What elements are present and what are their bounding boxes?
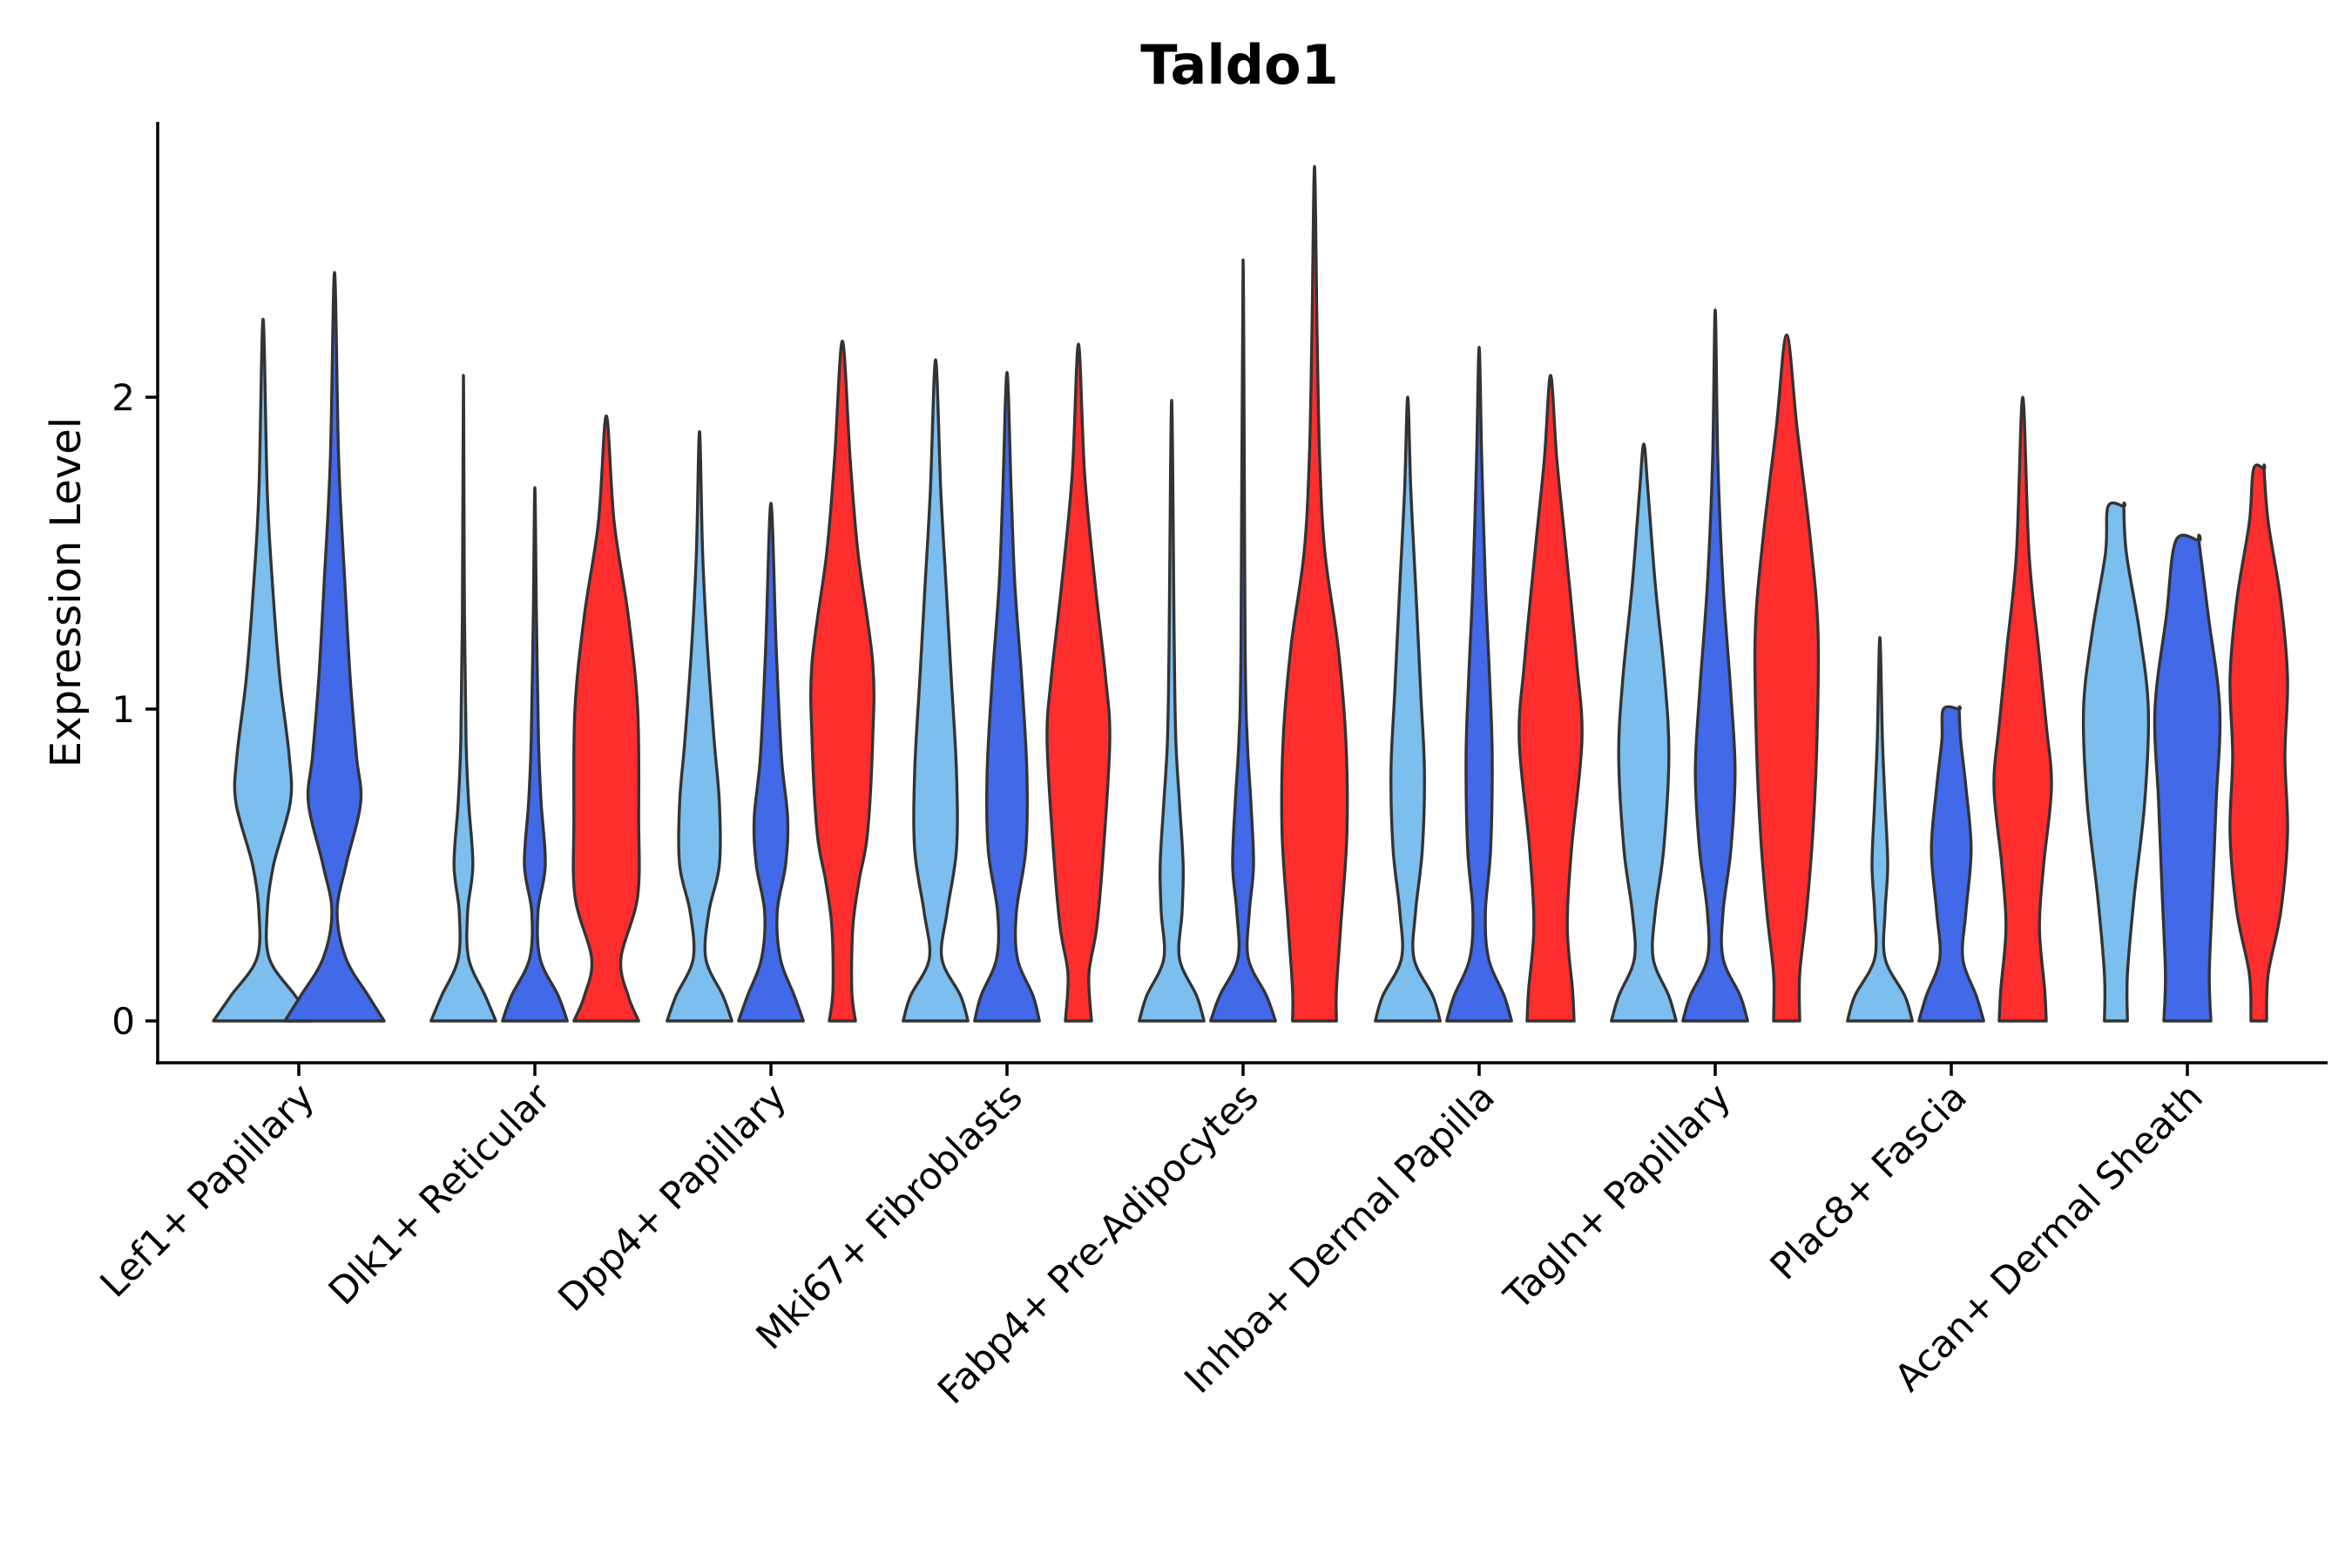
violin-dpp4-papillary-light-blue: [666, 429, 733, 1023]
y-tick-label: 0: [112, 1000, 135, 1043]
y-axis-label: Expression Level: [42, 417, 91, 768]
x-tick-label-dlk1-reticular: Dlk1+ Reticular: [321, 1075, 559, 1314]
y-tick-label: 1: [112, 688, 135, 731]
violin-plac8-fascia-light-blue: [1846, 636, 1914, 1023]
violin-fabp4-pre-adipocytes-red: [1280, 165, 1349, 1023]
violin-tagln-papillary-blue: [1681, 308, 1749, 1023]
x-tick-label-plac8-fascia: Plac8+ Fascia: [1762, 1075, 1976, 1288]
x-tick-label-mki67-fibroblasts: Mki67+ Fibroblasts: [748, 1075, 1031, 1358]
violin-tagln-papillary-red: [1753, 333, 1821, 1023]
x-tick-label-tagln-papillary: Tagln+ Papillary: [1496, 1075, 1740, 1319]
violin-inhba-dermal-papilla-red: [1517, 374, 1584, 1023]
violin-dpp4-papillary-blue: [737, 502, 805, 1023]
violin-lef1-papillary-light-blue: [212, 317, 314, 1023]
violin-fabp4-pre-adipocytes-light-blue: [1138, 398, 1206, 1023]
violin-lef1-papillary-blue: [283, 271, 386, 1023]
violin-inhba-dermal-papilla-light-blue: [1374, 395, 1442, 1023]
violin-mki67-fibroblasts-blue: [973, 370, 1041, 1023]
violin-dpp4-papillary-red: [809, 339, 875, 1023]
chart-title: Taldo1: [1140, 33, 1339, 97]
violin-plac8-fascia-blue: [1917, 705, 1985, 1023]
violin-layer: [212, 165, 2289, 1023]
x-tick-label-dpp4-papillary: Dpp4+ Papillary: [551, 1075, 795, 1320]
violin-acan-dermal-sheath-blue: [2153, 533, 2222, 1023]
violin-mki67-fibroblasts-light-blue: [902, 358, 970, 1023]
violin-acan-dermal-sheath-red: [2228, 463, 2289, 1023]
violin-acan-dermal-sheath-light-blue: [2081, 501, 2151, 1023]
violin-mki67-fibroblasts-red: [1045, 342, 1112, 1023]
violin-plac8-fascia-red: [1992, 395, 2053, 1023]
violin-fabp4-pre-adipocytes-blue: [1209, 258, 1277, 1023]
violin-dlk1-reticular-blue: [501, 486, 569, 1023]
violin-dlk1-reticular-red: [571, 414, 641, 1023]
violin-tagln-papillary-light-blue: [1610, 443, 1678, 1023]
x-tick-label-lef1-papillary: Lef1+ Papillary: [92, 1075, 323, 1306]
violin-inhba-dermal-papilla-blue: [1445, 346, 1513, 1023]
violin-dlk1-reticular-light-blue: [429, 374, 497, 1023]
y-axis-ticks: 0 1 2: [112, 376, 158, 1043]
y-tick-label: 2: [112, 376, 135, 419]
